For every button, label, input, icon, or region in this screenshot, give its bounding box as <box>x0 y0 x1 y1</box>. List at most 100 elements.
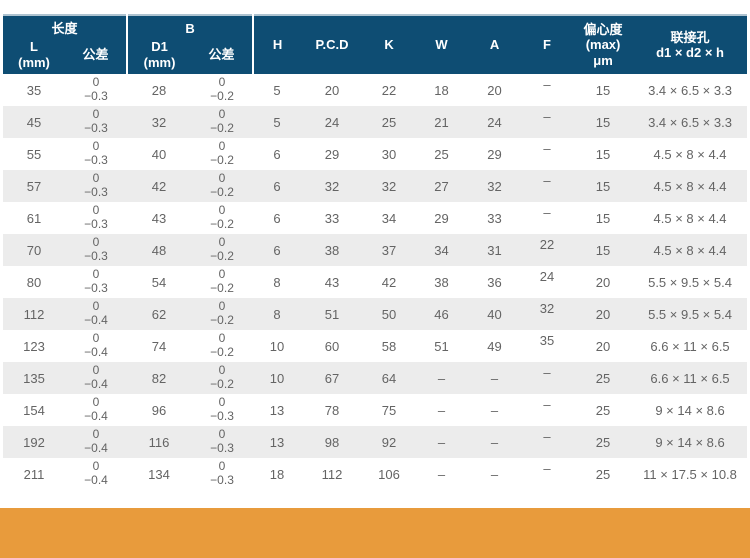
cell-h: 5 <box>273 82 281 98</box>
cell-b-tolerance: 0 −0.3 <box>210 459 234 488</box>
col-group-length: 长度 <box>3 14 129 39</box>
cell-connection-hole: 6.6 × 11 × 6.5 <box>650 338 730 354</box>
cell-d1: 54 <box>151 274 167 290</box>
cell-connection-hole: 11 × 17.5 × 10.8 <box>643 466 737 482</box>
cell-l: 57 <box>26 178 42 194</box>
cell-h: 6 <box>273 146 281 162</box>
cell-h: 6 <box>273 242 281 258</box>
cell-l: 135 <box>23 370 45 386</box>
cell-a: – <box>490 434 499 450</box>
cell-f: – <box>543 365 551 381</box>
cell-d1: 82 <box>151 370 167 386</box>
cell-b-tolerance: 0 −0.2 <box>210 171 234 200</box>
cell-a: – <box>490 466 499 482</box>
cell-w: – <box>437 402 446 418</box>
cell-pcd: 60 <box>324 338 340 354</box>
cell-l-tolerance: 0 −0.4 <box>84 363 108 392</box>
cell-h: 18 <box>269 466 285 482</box>
cell-l-tolerance: 0 −0.4 <box>84 395 108 424</box>
cell-k: 92 <box>381 434 397 450</box>
cell-l: 61 <box>26 210 42 226</box>
cell-a: 36 <box>487 274 502 290</box>
cell-pcd: 29 <box>324 146 340 162</box>
cell-f: 35 <box>539 333 555 349</box>
cell-d1: 134 <box>148 466 170 482</box>
col-header-l: L (mm) <box>3 39 65 75</box>
col-header-connection-hole: 联接孔 d1 × d2 × h <box>633 13 748 75</box>
cell-b-tolerance: 0 −0.2 <box>210 139 234 168</box>
cell-pcd: 38 <box>324 242 340 258</box>
cell-l-tolerance: 0 −0.4 <box>84 459 108 488</box>
cell-pcd: 98 <box>324 434 340 450</box>
spec-table-container: 长度 B H P.C.D K W A F 偏心度 (max) μm 联接孔 d1… <box>3 13 748 490</box>
cell-d1: 116 <box>148 434 170 450</box>
cell-f: 24 <box>539 269 555 285</box>
cell-k: 37 <box>381 242 397 258</box>
cell-eccentricity: 25 <box>595 434 611 450</box>
cell-d1: 32 <box>151 114 167 130</box>
cell-b-tolerance: 0 −0.2 <box>210 299 234 328</box>
cell-f: – <box>543 461 551 477</box>
col-header-h: H <box>253 13 302 75</box>
cell-w: 29 <box>434 210 449 226</box>
cell-d1: 62 <box>151 306 167 322</box>
cell-k: 75 <box>381 402 397 418</box>
cell-k: 42 <box>381 274 397 290</box>
cell-k: 58 <box>381 338 397 354</box>
cell-k: 32 <box>381 178 397 194</box>
cell-l: 211 <box>23 466 45 482</box>
cell-l: 55 <box>26 146 42 162</box>
cell-b-tolerance: 0 −0.3 <box>210 395 234 424</box>
cell-f: – <box>543 397 551 413</box>
cell-pcd: 67 <box>324 370 340 386</box>
table-row: 55 0 −0.3 40 0 −0.2 6 29 30 25 29 – 15 4.5 × 8 × 4.4 <box>3 138 747 170</box>
cell-l: 154 <box>23 402 45 418</box>
cell-a: 32 <box>487 178 502 194</box>
cell-connection-hole: 3.4 × 6.5 × 3.3 <box>648 114 732 130</box>
cell-connection-hole: 6.6 × 11 × 6.5 <box>650 370 730 386</box>
cell-connection-hole: 4.5 × 8 × 4.4 <box>653 210 727 226</box>
table-row: 123 0 −0.4 74 0 −0.2 10 60 58 51 49 35 20 6.6 × 11 × … <box>3 330 747 362</box>
cell-eccentricity: 15 <box>595 114 611 130</box>
cell-h: 8 <box>273 274 281 290</box>
col-header-eccentricity: 偏心度 (max) μm <box>573 13 634 75</box>
cell-eccentricity: 25 <box>595 370 611 386</box>
cell-l-tolerance: 0 −0.3 <box>84 267 108 296</box>
cell-l-tolerance: 0 −0.3 <box>84 75 108 104</box>
cell-connection-hole: 9 × 14 × 8.6 <box>655 434 725 450</box>
cell-eccentricity: 20 <box>595 338 611 354</box>
cell-f: – <box>543 173 551 189</box>
cell-b-tolerance: 0 −0.2 <box>210 363 234 392</box>
cell-h: 13 <box>269 402 285 418</box>
cell-pcd: 78 <box>324 402 340 418</box>
cell-eccentricity: 15 <box>595 178 611 194</box>
cell-eccentricity: 25 <box>595 466 611 482</box>
cell-l: 70 <box>26 242 42 258</box>
cell-f: – <box>543 77 551 93</box>
cell-h: 13 <box>269 434 285 450</box>
cell-h: 5 <box>273 114 281 130</box>
cell-d1: 40 <box>151 146 167 162</box>
cell-k: 25 <box>381 114 397 130</box>
cell-b-tolerance: 0 −0.2 <box>210 235 234 264</box>
cell-k: 106 <box>378 466 400 482</box>
cell-f: – <box>543 429 551 445</box>
cell-b-tolerance: 0 −0.3 <box>210 427 234 456</box>
cell-k: 64 <box>381 370 397 386</box>
col-group-b: B <box>127 14 255 39</box>
cell-d1: 43 <box>151 210 167 226</box>
cell-d1: 48 <box>151 242 167 258</box>
cell-h: 6 <box>273 178 281 194</box>
cell-connection-hole: 3.4 × 6.5 × 3.3 <box>648 82 732 98</box>
cell-d1: 28 <box>151 82 167 98</box>
table-row: 154 0 −0.4 96 0 −0.3 13 78 75 – – – 25 9 × 14 × 8.6 <box>3 394 747 426</box>
cell-a: 20 <box>487 82 502 98</box>
cell-l-tolerance: 0 −0.3 <box>84 139 108 168</box>
cell-l: 35 <box>26 82 42 98</box>
cell-k: 34 <box>381 210 397 226</box>
cell-w: 18 <box>434 82 449 98</box>
table-header: 长度 B H P.C.D K W A F 偏心度 (max) μm 联接孔 d1… <box>3 13 748 75</box>
cell-h: 6 <box>273 210 281 226</box>
cell-pcd: 51 <box>324 306 340 322</box>
cell-pcd: 43 <box>324 274 340 290</box>
